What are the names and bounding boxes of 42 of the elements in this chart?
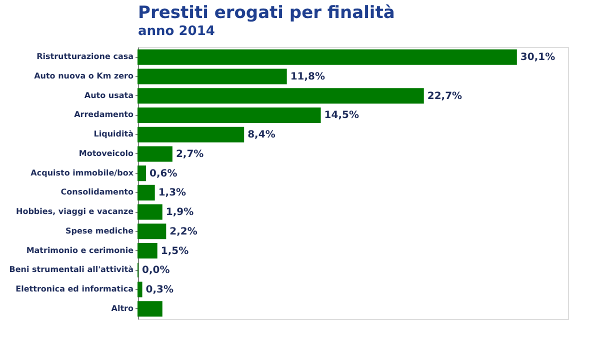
bar <box>138 282 142 298</box>
bar <box>138 49 517 65</box>
y-tick-label: Consolidamento <box>60 188 134 197</box>
bar <box>138 204 162 220</box>
data-label: 2,2% <box>170 226 198 238</box>
y-tick-label: Acquisto immobile/box <box>30 168 134 178</box>
bar <box>138 146 172 162</box>
y-tick-label: Liquidità <box>94 130 134 139</box>
y-tick-label: Spese mediche <box>66 226 134 236</box>
data-label: 1,5% <box>160 246 189 257</box>
data-label: 30,1% <box>520 52 556 64</box>
y-tick-label: Altro <box>111 304 134 313</box>
bar <box>138 166 146 182</box>
bar <box>138 184 155 200</box>
data-label: 14,5% <box>324 110 359 122</box>
y-tick-label: Hobbies, viaggi e vacanze <box>16 207 134 216</box>
bar <box>138 88 424 104</box>
chart-subtitle: anno 2014 <box>138 24 215 39</box>
data-label: 22,7% <box>427 90 462 102</box>
data-label: 1,3% <box>158 188 186 199</box>
bar <box>138 68 287 84</box>
data-label: 2,7% <box>176 148 204 160</box>
y-tick-label: Beni strumentali all'attività <box>9 265 134 274</box>
bar <box>138 126 244 142</box>
data-label: 8,4% <box>248 130 276 141</box>
y-tick-label: Arredamento <box>74 110 134 120</box>
bar <box>138 243 158 259</box>
y-tick-label: Matrimonio e cerimonie <box>26 246 134 255</box>
bar <box>138 301 162 317</box>
y-tick-label: Ristrutturazione casa <box>36 52 134 62</box>
data-label: 11,8% <box>290 72 326 83</box>
chart-title: Prestiti erogati per finalità <box>138 3 395 23</box>
data-label: 1,9% <box>166 207 194 218</box>
bar <box>138 107 321 123</box>
data-label: 0,0% <box>142 265 170 276</box>
y-tick-label: Motoveicolo <box>78 148 134 158</box>
y-tick-label: Auto usata <box>84 90 134 100</box>
y-tick-label: Elettronica ed informatica <box>16 284 134 294</box>
y-tick-label: Auto nuova o Km zero <box>34 72 134 81</box>
bar <box>138 224 166 240</box>
data-label: 0,6% <box>150 168 178 180</box>
data-label: 0,3% <box>146 284 174 296</box>
